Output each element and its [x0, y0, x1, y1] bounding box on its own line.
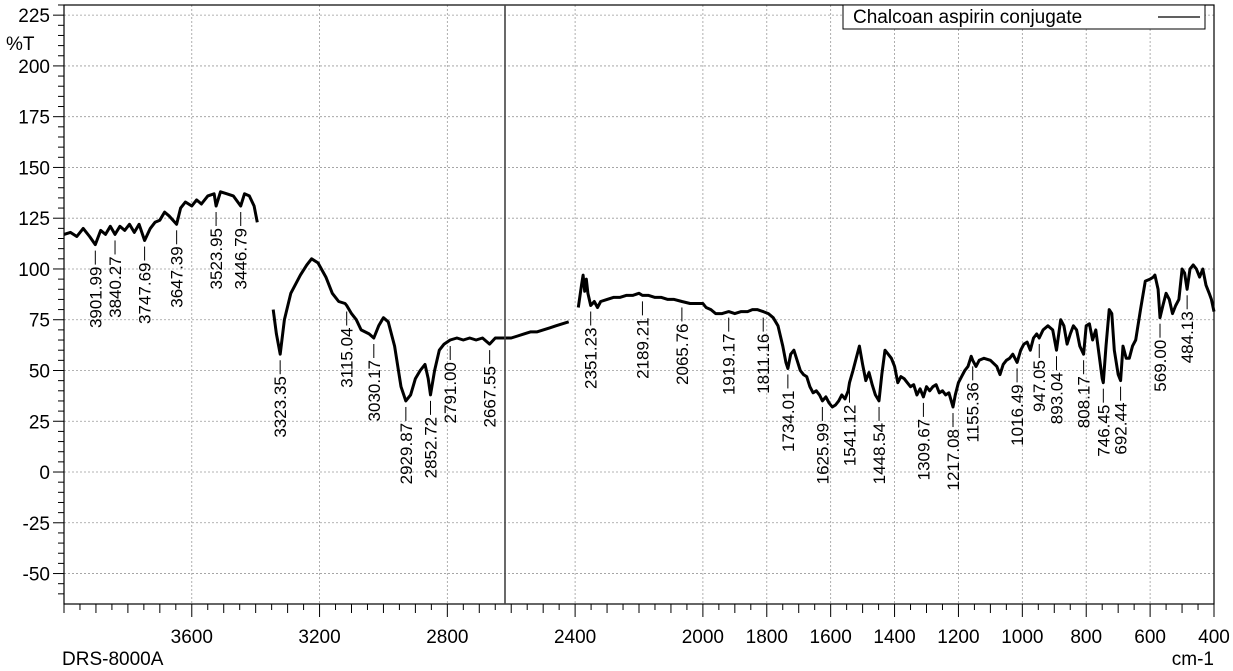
plot-frame	[63, 4, 1215, 605]
grid-lines	[64, 5, 1214, 604]
peak-label: 2351.23	[582, 328, 601, 389]
peak-label: 3115.04	[338, 328, 357, 388]
peak-label: 3840.27	[106, 256, 125, 317]
peak-label: 3901.99	[86, 267, 105, 328]
x-tick-label: 1400	[873, 627, 915, 648]
y-tick-label: 50	[29, 361, 50, 382]
y-tick-label: 175	[18, 108, 50, 129]
peak-label: 1155.36	[964, 382, 983, 442]
peak-label: 1217.08	[944, 429, 963, 490]
x-tick-label: 800	[1070, 627, 1102, 648]
x-tick-label: 400	[1198, 627, 1230, 648]
peak-label: 1541.12	[841, 405, 860, 466]
y-tick-label: 200	[18, 57, 50, 78]
peak-label: 3446.79	[232, 228, 251, 289]
y-tick-label: -50	[23, 565, 50, 586]
y-tick-label: 0	[39, 463, 50, 484]
peak-label: 1625.99	[813, 423, 832, 484]
x-tick-label: 2400	[554, 627, 596, 648]
x-tick-label: 3200	[298, 627, 340, 648]
spectrum-series	[63, 190, 1216, 409]
peak-label: 484.13	[1178, 311, 1197, 363]
peak-label: 1448.54	[870, 423, 889, 484]
peak-label: 569.00	[1151, 340, 1170, 392]
peak-label: 2852.72	[422, 417, 441, 478]
peak-label: 2929.87	[397, 423, 416, 484]
x-tick-label: 1200	[937, 627, 979, 648]
peak-label: 3523.95	[207, 228, 226, 289]
peak-label: 947.05	[1030, 360, 1049, 412]
peak-label: 808.17	[1075, 376, 1094, 428]
axis-ticks: 3600 3200 2800 2400 2000 1800 1600 1400 1200 1000…	[18, 4, 1230, 648]
y-tick-label: 150	[18, 158, 50, 179]
x-tick-label: 1800	[746, 627, 788, 648]
x-tick-label: 2800	[426, 627, 468, 648]
y-tick-label: 100	[18, 260, 50, 281]
peak-label: 3747.69	[136, 263, 155, 324]
peak-label: 1016.49	[1008, 384, 1027, 445]
peak-label: 1919.17	[720, 334, 739, 395]
peak-label: 2065.76	[673, 324, 692, 385]
peak-label: 1734.01	[779, 391, 798, 452]
y-tick-label: 75	[29, 311, 50, 332]
x-tick-label: 1600	[810, 627, 852, 648]
legend: Chalcoan aspirin conjugate	[842, 4, 1206, 30]
peak-label: 692.44	[1112, 403, 1131, 455]
instrument-label: DRS-8000A	[62, 649, 164, 670]
peak-label: 1811.16	[754, 334, 773, 394]
y-tick-label: 225	[18, 6, 50, 27]
legend-label: Chalcoan aspirin conjugate	[853, 7, 1082, 28]
peak-label: 2189.21	[633, 317, 652, 378]
peak-label: 3030.17	[365, 360, 384, 421]
peak-label: 746.45	[1094, 405, 1113, 457]
y-tick-label: 125	[18, 209, 50, 230]
spectrum-line-segment	[271, 257, 570, 403]
peak-annotations: 3901.99 3840.27 3747.69 3647.39 3523.95 3446.…	[86, 212, 1197, 490]
x-tick-label: 1000	[1001, 627, 1043, 648]
spectrum-line-segment	[63, 190, 259, 247]
peak-label: 3323.35	[271, 376, 290, 437]
legend-box	[842, 4, 1206, 30]
spectrum-line-segment	[576, 263, 1216, 409]
peak-label: 3647.39	[168, 246, 187, 307]
peak-label: 2667.55	[481, 366, 500, 427]
x-tick-label: 3600	[171, 627, 213, 648]
peak-label: 893.04	[1048, 372, 1067, 424]
peak-label: 1309.67	[914, 419, 933, 480]
x-axis-label: cm-1	[1172, 649, 1214, 670]
x-tick-label: 2000	[682, 627, 724, 648]
peak-label: 2791.00	[441, 362, 460, 423]
y-tick-label: -25	[23, 514, 50, 535]
y-axis-label: %T	[6, 34, 35, 55]
x-tick-label: 600	[1134, 627, 1166, 648]
y-tick-label: 25	[29, 412, 50, 433]
